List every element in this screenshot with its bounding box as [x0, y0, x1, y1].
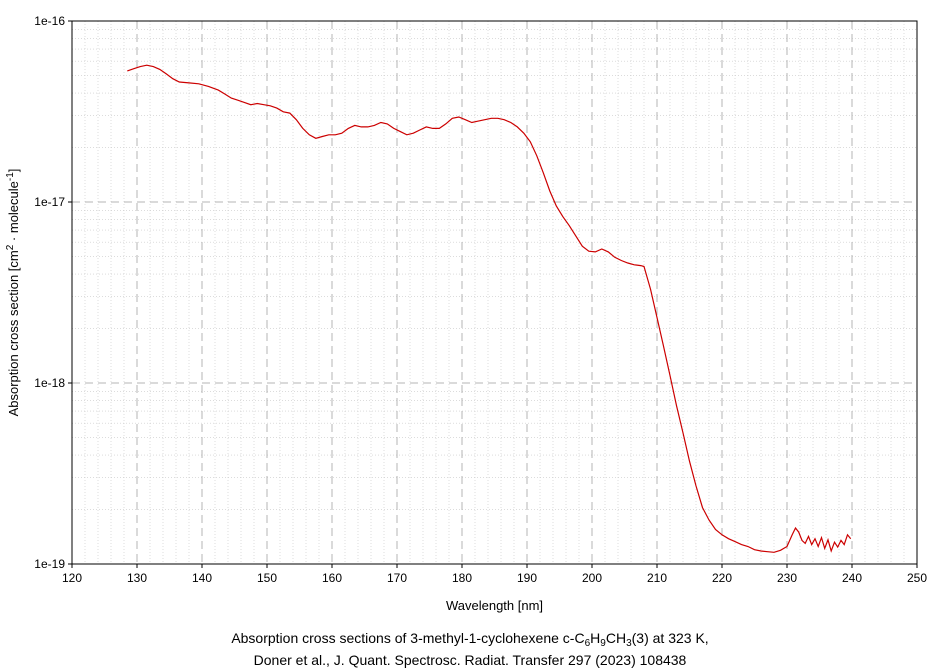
x-tick-label: 200	[582, 571, 602, 585]
x-tick-label: 120	[62, 571, 82, 585]
series-line	[127, 64, 852, 553]
y-axis-title-part1: Absorption cross section [cm	[6, 250, 21, 416]
caption-subscript: 9	[600, 638, 606, 649]
x-tick-label: 180	[452, 571, 472, 585]
x-tick-label: 160	[322, 571, 342, 585]
x-tick-label: 190	[517, 571, 537, 585]
x-tick-label: 250	[907, 571, 927, 585]
caption-text: (3) at 323 K,	[631, 630, 709, 646]
x-tick-label: 230	[777, 571, 797, 585]
caption-text: H	[590, 630, 601, 646]
y-axis-ticks: 1e-16 1e-17 1e-18 1e-19	[34, 14, 72, 571]
minor-gridlines	[72, 21, 917, 564]
y-tick-label: 1e-18	[34, 376, 65, 390]
caption-line-1: Absorption cross sections of 3-methyl-1-…	[0, 630, 940, 649]
x-tick-label: 170	[387, 571, 407, 585]
major-gridlines	[72, 21, 917, 564]
y-tick-label: 1e-17	[34, 195, 65, 209]
caption-line-2: Doner et al., J. Quant. Spectrosc. Radia…	[253, 652, 687, 668]
y-tick-label: 1e-16	[34, 14, 65, 28]
x-tick-label: 140	[192, 571, 212, 585]
y-axis-title: Absorption cross section [cm2 · molecule…	[5, 169, 21, 417]
x-axis-ticks: 120 130 140 150 160 170 180 190 200 210 220 230 240 2…	[62, 564, 927, 585]
y-axis-title-sup2: -1	[5, 172, 16, 181]
x-tick-label: 130	[127, 571, 147, 585]
x-tick-label: 210	[647, 571, 667, 585]
caption-text: CH	[605, 630, 627, 646]
caption-subscript: 3	[626, 638, 632, 649]
caption-subscript: 6	[584, 638, 591, 649]
x-tick-label: 220	[712, 571, 732, 585]
x-axis-title: Wavelength [nm]	[446, 598, 543, 613]
x-tick-label: 150	[257, 571, 277, 585]
y-axis-title-sup1: 2	[5, 244, 16, 250]
y-tick-label: 1e-19	[34, 557, 65, 571]
y-axis-title-part3: ]	[6, 169, 21, 173]
caption-text: Absorption cross sections of 3-methyl-1-…	[231, 630, 585, 646]
y-axis-title-part2: · molecule	[6, 181, 21, 245]
plot-frame	[71, 20, 918, 565]
x-tick-label: 240	[842, 571, 862, 585]
